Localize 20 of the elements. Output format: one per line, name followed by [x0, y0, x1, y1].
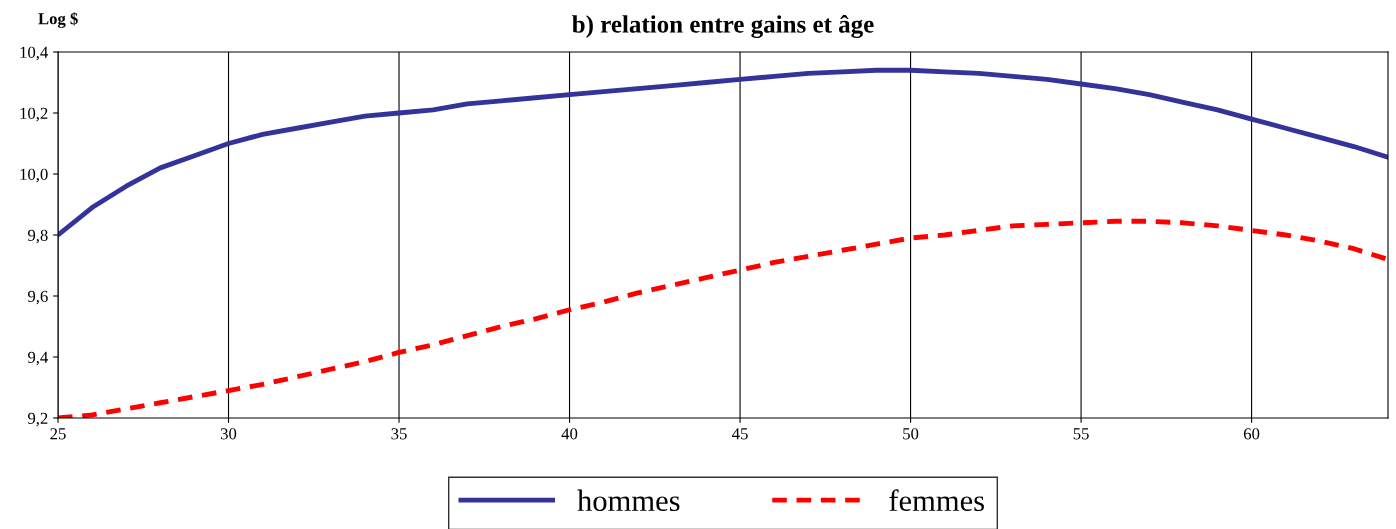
y-tick-label: 9,4 — [27, 351, 49, 366]
x-tick-label: 55 — [1073, 428, 1089, 440]
y-tick-label: 10,2 — [20, 107, 48, 122]
legend-label: hommes — [577, 489, 680, 512]
x-tick-label: 25 — [50, 428, 66, 440]
x-tick-label: 60 — [1243, 428, 1260, 440]
x-tick-label: 40 — [561, 428, 578, 440]
x-tick-label: 30 — [220, 428, 237, 440]
y-tick-label: 10,4 — [20, 46, 49, 61]
legend-label: femmes — [889, 489, 984, 512]
x-tick-label: 45 — [732, 428, 748, 440]
y-tick-label: 9,2 — [27, 412, 48, 427]
y-tick-label: 10,0 — [20, 168, 48, 183]
x-tick-label: 35 — [391, 428, 407, 440]
y-tick-label: 9,8 — [27, 229, 48, 244]
line-series — [58, 67, 1388, 238]
chart-title: b) relation entre gains et âge — [572, 14, 874, 39]
y-tick-label: 9,6 — [27, 290, 48, 305]
x-tick-label: 50 — [903, 428, 919, 440]
y-axis-title: Log $ — [38, 12, 78, 28]
